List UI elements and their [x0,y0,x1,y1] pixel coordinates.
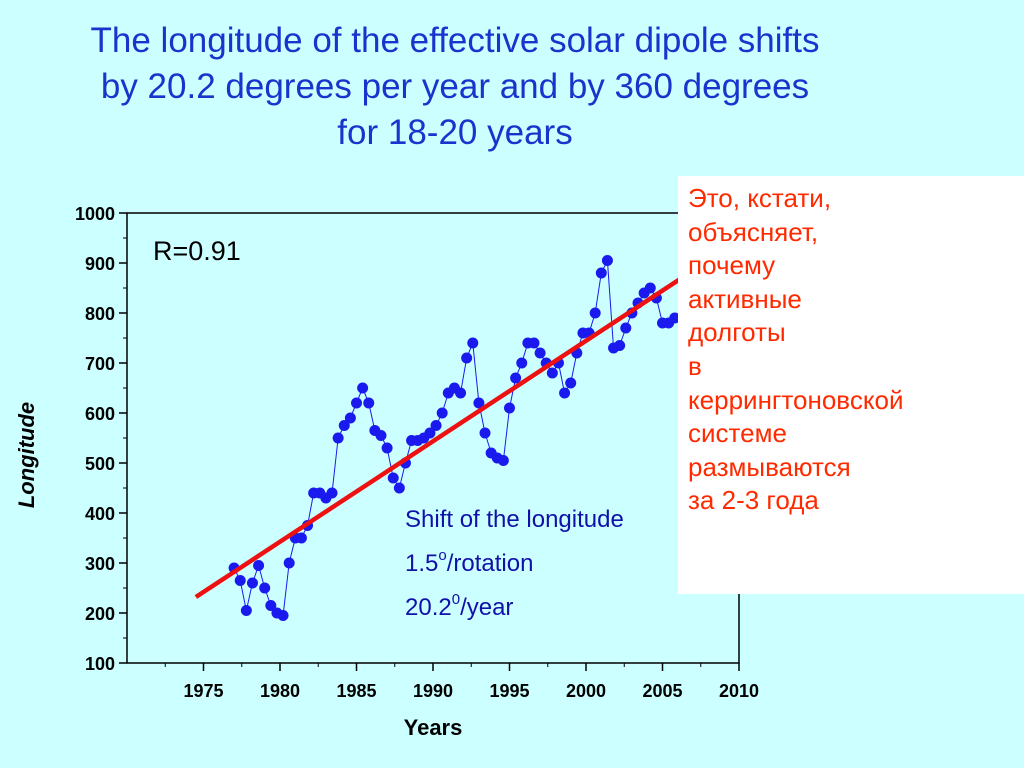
data-point [455,387,467,399]
r-value-label: R=0.91 [153,236,241,266]
note-line: за 2-3 года [688,485,819,516]
x-tick-label: 1995 [489,681,529,701]
data-point [424,427,436,439]
y-tick-label: 800 [85,304,115,324]
data-point [461,352,473,364]
data-point [528,337,540,349]
note-line: размываются [688,451,851,482]
data-point [357,382,369,394]
data-point [259,582,271,594]
data-point [565,377,577,389]
x-tick-label: 2005 [642,681,682,701]
note-line: долготы [688,317,786,348]
data-point [338,420,350,431]
x-tick-label: 1980 [260,681,300,701]
data-point [589,307,601,319]
data-point [265,600,277,611]
note-line: керрингтоновской [688,384,904,415]
y-axis-label: Longitude [14,402,39,508]
x-tick-label: 1985 [336,681,376,701]
data-point [344,412,356,424]
x-tick-label: 1975 [183,681,223,701]
x-tick-label: 2010 [719,681,759,701]
x-axis-label: Years [404,715,463,740]
data-point [669,312,681,324]
y-tick-label: 100 [85,654,115,674]
data-point [620,322,632,334]
data-point [510,372,522,384]
rotation-rate-degree: o [438,547,446,564]
data-point [497,455,509,466]
y-tick-label: 500 [85,454,115,474]
note-line: активные [688,283,802,314]
year-rate-value: 20.2 [405,594,452,621]
note-line: почему [688,250,776,281]
y-tick-label: 700 [85,354,115,374]
data-point [430,420,442,431]
trend-line [194,273,687,599]
title-line-3: for 18-20 years [337,113,573,152]
y-tick-label: 1000 [75,204,115,224]
y-tick-label: 900 [85,254,115,274]
year-rate-label: 20.20/year [405,591,513,621]
title-line-2: by 20.2 degrees per year and by 360 degr… [100,67,810,106]
data-point [246,577,258,589]
data-point [363,397,375,409]
data-point [387,472,399,484]
data-point [534,347,546,359]
data-point [283,557,295,569]
rotation-rate-unit: /rotation [447,550,534,577]
y-tick-label: 600 [85,404,115,424]
data-point [295,532,307,544]
data-point [559,387,571,399]
data-point [375,430,387,441]
data-point [479,427,491,439]
y-tick-label: 300 [85,554,115,574]
y-axis-ticks: 100 200 300 400 500 600 700 800 900 1000 [75,204,127,674]
data-point [332,432,344,444]
y-tick-label: 400 [85,504,115,524]
data-point [326,487,338,499]
data-point [467,337,479,349]
note-line: системе [688,418,787,449]
data-point [473,397,485,409]
shift-label: Shift of the longitude [405,506,624,533]
data-point [644,282,656,294]
data-point [253,560,265,571]
slide-title: The longitude of the effective solar dip… [20,18,890,156]
data-point [381,442,393,454]
data-point [614,340,626,351]
data-point [393,482,405,494]
russian-note: Это, кстати, объясняет, почему активные … [678,176,1024,594]
data-point [595,267,607,279]
data-point [436,407,448,419]
data-point [234,575,246,586]
series-layer [228,255,681,621]
rotation-rate-label: 1.5o/rotation [405,547,533,577]
year-rate-degree: 0 [452,591,460,608]
data-point [240,605,252,616]
title-line-1: The longitude of the effective solar dip… [90,21,820,60]
data-point [351,397,362,409]
note-line: объясняет, [688,216,819,247]
data-point [277,610,289,621]
y-tick-label: 200 [85,604,115,624]
x-tick-label: 1990 [413,681,453,701]
note-line: Это, кстати, [688,183,832,213]
note-line: в [688,350,702,381]
data-point [601,255,613,266]
rotation-rate-value: 1.5 [405,550,438,577]
x-axis-ticks: 1975 1980 1985 1990 1995 2000 2005 2010 [164,663,759,701]
x-tick-label: 2000 [566,681,606,701]
data-point [504,402,515,414]
data-point [516,357,528,369]
data-point [546,367,558,379]
year-rate-unit: /year [460,594,513,621]
